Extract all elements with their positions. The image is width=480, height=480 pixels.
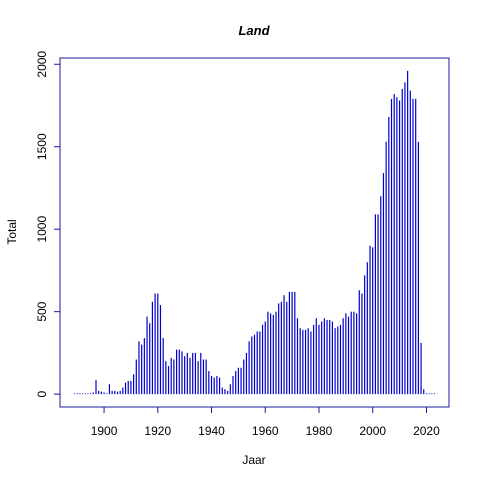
- x-tick-label: 1900: [91, 424, 118, 438]
- x-tick-label: 1920: [144, 424, 171, 438]
- x-tick-label: 1980: [306, 424, 333, 438]
- y-tick-label: 0: [35, 390, 49, 397]
- x-tick-label: 1940: [198, 424, 225, 438]
- plot-frame: [59, 57, 450, 408]
- y-tick-label: 500: [35, 301, 49, 321]
- x-tick-label: 2020: [413, 424, 440, 438]
- y-axis-label: Total: [5, 219, 19, 244]
- chart-title: Land: [238, 23, 270, 38]
- x-axis-label: Jaar: [242, 453, 265, 467]
- y-tick-label: 1500: [35, 133, 49, 160]
- x-tick-label: 2000: [359, 424, 386, 438]
- x-tick-label: 1960: [252, 424, 279, 438]
- y-tick-label: 1000: [35, 216, 49, 243]
- y-tick-label: 2000: [35, 51, 49, 78]
